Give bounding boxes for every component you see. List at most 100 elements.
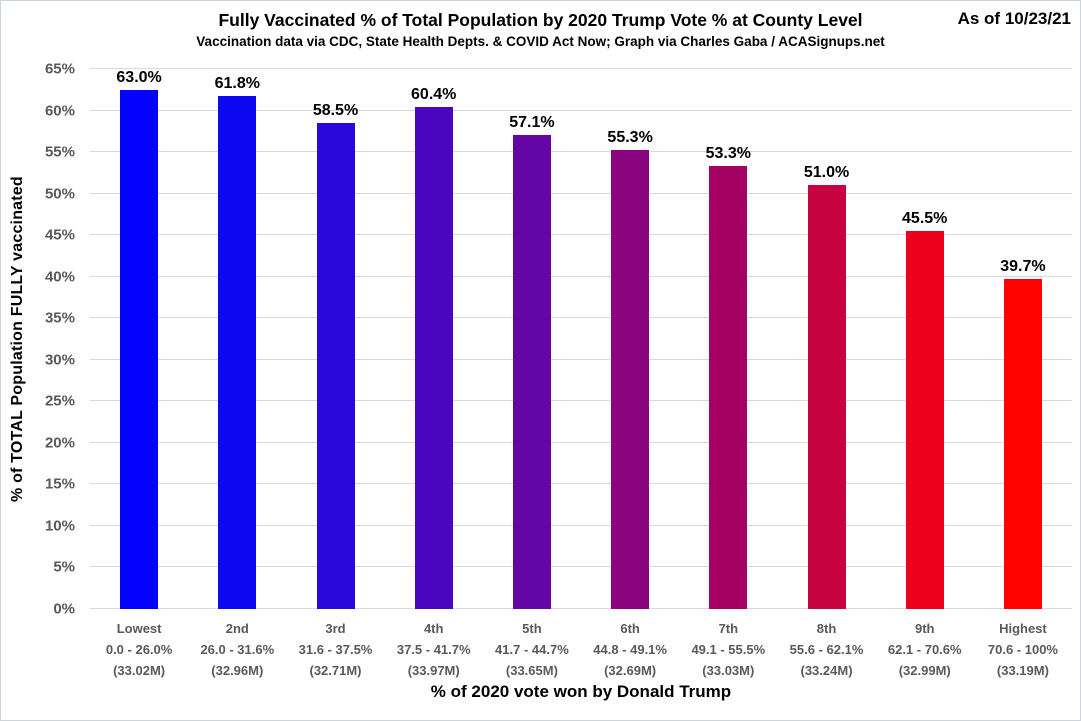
x-category-population: (32.71M) [309,663,362,678]
x-axis-category-labels: Lowest 0.0 - 26.0% (33.02M) 2nd 26.0 - 31.6%… [90,618,1072,681]
x-category-population: (33.97M) [407,663,460,678]
gridline [90,483,1072,485]
x-category-range: 26.0 - 31.6% [200,642,275,657]
bar-value-label: 63.0% [116,69,162,86]
x-category-population: (32.96M) [211,663,264,678]
gridline [90,400,1072,402]
x-category-name: Highest [999,621,1047,636]
x-category-name: Lowest [116,621,162,636]
gridline [90,151,1072,153]
gridline [90,608,1072,609]
plot-area: 0% 5% 10% 15% 20% 25% 30% 35% 40% 45% 50% 55% 60% 65%… [45,61,1072,618]
x-category-name: 4th [423,621,444,636]
x-category-range: 44.8 - 49.1% [593,642,667,657]
x-category-label: 2nd 26.0 - 31.6% (32.96M) [188,618,286,681]
x-category-label: 3rd 31.6 - 37.5% (32.71M) [286,618,384,681]
x-category-population: (33.02M) [113,663,166,678]
y-tick-label: 25% [44,392,75,410]
x-category-label: 5th 41.7 - 44.7% (33.65M) [483,618,581,681]
bar-value-label: 60.4% [411,86,457,104]
x-category-label: 4th 37.5 - 41.7% (33.97M) [385,618,483,681]
bar [414,107,453,609]
x-category-label: 9th 62.1 - 70.6% (32.99M) [876,618,974,681]
x-category-population: (33.03M) [702,663,755,678]
bar-slot: 60.4% [385,69,483,609]
x-category-range: 70.6 - 100% [987,642,1058,657]
bar-slot: 55.3% [581,69,679,609]
bar-value-label: 58.5% [312,102,359,119]
gridline [90,234,1072,236]
x-category-name: 3rd [325,621,346,636]
y-tick-label: 55% [44,143,75,161]
gridline [90,275,1072,277]
gridline [90,566,1072,568]
chart-subtitle: Vaccination data via CDC, State Health D… [196,34,885,49]
x-category-name: 9th [914,621,935,636]
gridline [90,524,1072,526]
bar [120,90,159,609]
x-category-label: 8th 55.6 - 62.1% (33.24M) [777,618,875,681]
x-category-range: 31.6 - 37.5% [298,642,373,657]
bar-slot: 45.5% [876,69,974,609]
bar-value-label: 57.1% [509,113,555,131]
bar-slot: 63.0% [90,69,188,609]
x-category-range: 41.7 - 44.7% [495,642,569,657]
bar-slot: 51.0% [777,69,875,609]
bar [512,134,551,609]
x-category-name: 2nd [225,621,249,636]
bar-value-label: 45.5% [902,210,948,227]
x-category-label: Highest 70.6 - 100% (33.19M) [974,618,1072,681]
x-category-range: 55.6 - 62.1% [789,642,864,657]
y-tick-label: 60% [44,102,75,120]
y-axis-title: % of TOTAL Population FULLY vaccinated [9,176,26,502]
bar [218,95,257,609]
bar-slot: 58.5% [286,69,384,609]
x-category-name: 6th [620,621,640,636]
x-category-name: 8th [816,621,837,636]
bar-value-label: 51.0% [803,164,850,182]
bar-value-label: 55.3% [607,128,653,146]
x-category-population: (32.99M) [898,663,951,678]
x-category-range: 0.0 - 26.0% [105,642,173,657]
gridline [90,317,1072,319]
bar-slot: 39.7% [974,69,1072,609]
y-tick-label: 15% [44,475,75,493]
bar [316,123,355,609]
y-tick-label: 35% [44,309,75,327]
x-category-label: 7th 49.1 - 55.5% (33.03M) [679,618,777,681]
y-tick-label: 65% [44,60,75,78]
x-category-population: (33.19M) [996,663,1049,678]
x-category-range: 37.5 - 41.7% [396,642,471,657]
x-category-name: 7th [718,621,739,636]
bar [709,166,748,609]
y-tick-label: 10% [44,517,75,535]
bar [905,231,944,609]
bar-value-label: 53.3% [705,145,751,163]
bars-container: 63.0% 61.8% 58.5% 60.4% 57.1% 55.3% 53.3% 51.0%… [90,69,1072,609]
y-tick-label: 20% [44,434,75,452]
chart-title: Fully Vaccinated % of Total Population b… [218,10,863,30]
gridline [90,109,1072,111]
as-of-date: As of 10/23/21 [957,9,1071,28]
x-category-range: 49.1 - 55.5% [691,642,766,657]
x-category-population: (32.69M) [604,663,657,678]
bar-slot: 61.8% [188,69,286,609]
y-tick-label: 45% [44,226,75,244]
x-category-label: 6th 44.8 - 49.1% (32.69M) [581,618,679,681]
x-category-population: (33.65M) [505,663,558,678]
y-tick-label: 0% [53,600,75,618]
bar-value-label: 61.8% [214,74,260,92]
gridline [90,68,1072,69]
x-category-label: Lowest 0.0 - 26.0% (33.02M) [90,618,188,681]
bar [1003,279,1042,609]
y-tick-label: 40% [44,268,75,286]
y-tick-label: 50% [44,185,75,203]
y-tick-label: 30% [44,351,75,369]
bar-value-label: 39.7% [1000,258,1046,276]
x-category-population: (33.24M) [800,663,853,678]
bar [807,185,846,609]
x-category-name: 5th [522,621,542,636]
x-axis-title: % of 2020 vote won by Donald Trump [430,682,732,701]
bar [611,149,650,609]
